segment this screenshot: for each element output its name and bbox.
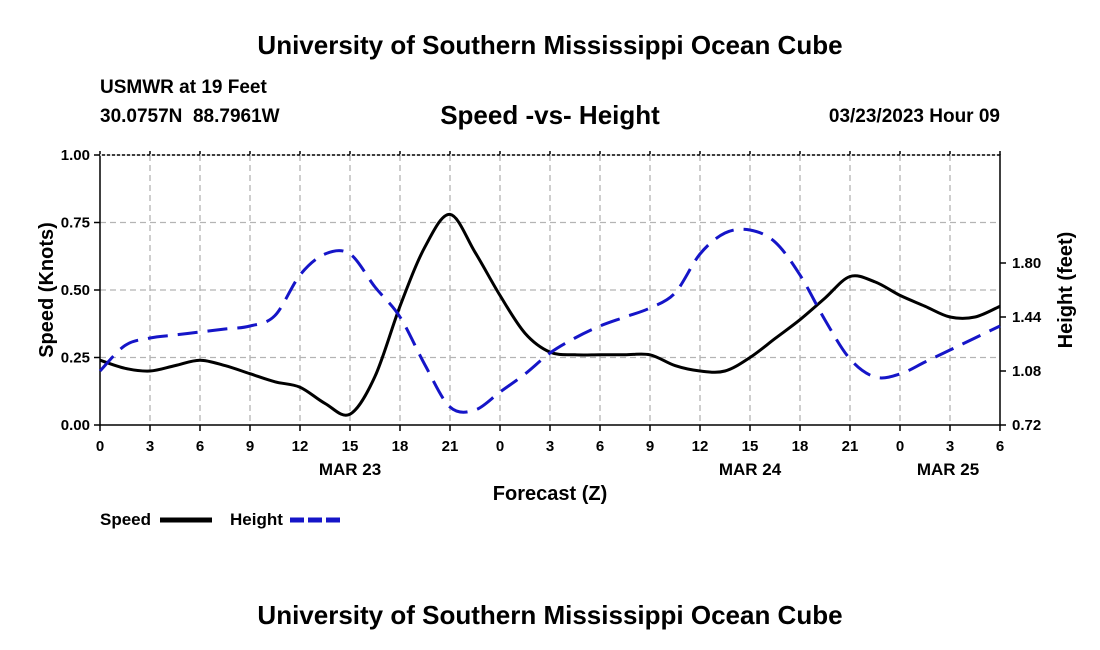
x-tick-label: 9 bbox=[246, 438, 254, 455]
y-right-tick-label: 1.44 bbox=[1012, 309, 1042, 326]
forecast-datetime: 03/23/2023 Hour 09 bbox=[828, 106, 1000, 127]
date-label: MAR 25 bbox=[917, 460, 979, 479]
grid-lines bbox=[100, 155, 1000, 425]
x-tick-label: 21 bbox=[842, 438, 859, 455]
legend: Speed Height bbox=[100, 510, 342, 529]
chart-subtitle: Speed -vs- Height bbox=[440, 100, 660, 130]
x-tick-label: 6 bbox=[996, 438, 1004, 455]
x-tick-label: 9 bbox=[646, 438, 654, 455]
axes: 0 3 6 9 12 15 18 21 0 3 6 9 12 15 18 21 0 3 6 MAR 23 MAR 24 M… bbox=[61, 147, 1042, 479]
y-axis-right-label: Height (feet) bbox=[1055, 232, 1077, 349]
page-title: University of Southern Mississippi Ocean… bbox=[257, 30, 843, 60]
x-tick-label: 3 bbox=[546, 438, 554, 455]
footer-title: University of Southern Mississippi Ocean… bbox=[257, 600, 843, 630]
station-coordinates: 30.0757N 88.7961W bbox=[100, 106, 280, 127]
y-tick-label: 0.00 bbox=[61, 417, 90, 434]
x-tick-label: 15 bbox=[742, 438, 759, 455]
station-label: USMWR at 19 Feet bbox=[100, 77, 267, 98]
x-tick-label: 15 bbox=[342, 438, 359, 455]
legend-speed-label: Speed bbox=[100, 510, 151, 529]
data-series bbox=[98, 212, 1001, 417]
y-tick-label: 0.25 bbox=[61, 350, 90, 367]
legend-height-label: Height bbox=[230, 510, 283, 529]
x-tick-label: 12 bbox=[692, 438, 709, 455]
x-tick-label: 3 bbox=[146, 438, 154, 455]
x-tick-label: 0 bbox=[896, 438, 904, 455]
y-tick-label: 0.75 bbox=[61, 215, 90, 232]
x-axis-label: Forecast (Z) bbox=[493, 483, 607, 505]
x-tick-label: 18 bbox=[392, 438, 409, 455]
x-tick-label: 0 bbox=[96, 438, 104, 455]
y-tick-label: 0.50 bbox=[61, 282, 90, 299]
x-tick-label: 21 bbox=[442, 438, 459, 455]
x-tick-label: 6 bbox=[196, 438, 204, 455]
date-label: MAR 24 bbox=[719, 460, 782, 479]
series-height-line bbox=[98, 227, 1001, 414]
y-axis-label: Speed (Knots) bbox=[36, 222, 58, 358]
x-tick-label: 3 bbox=[946, 438, 954, 455]
x-tick-label: 18 bbox=[792, 438, 809, 455]
y-tick-label: 1.00 bbox=[61, 147, 90, 164]
date-label: MAR 23 bbox=[319, 460, 381, 479]
x-tick-label: 6 bbox=[596, 438, 604, 455]
x-tick-label: 0 bbox=[496, 438, 504, 455]
y-right-tick-label: 1.80 bbox=[1012, 255, 1041, 272]
y-right-tick-label: 1.08 bbox=[1012, 363, 1041, 380]
y-right-tick-label: 0.72 bbox=[1012, 417, 1041, 434]
x-tick-label: 12 bbox=[292, 438, 309, 455]
